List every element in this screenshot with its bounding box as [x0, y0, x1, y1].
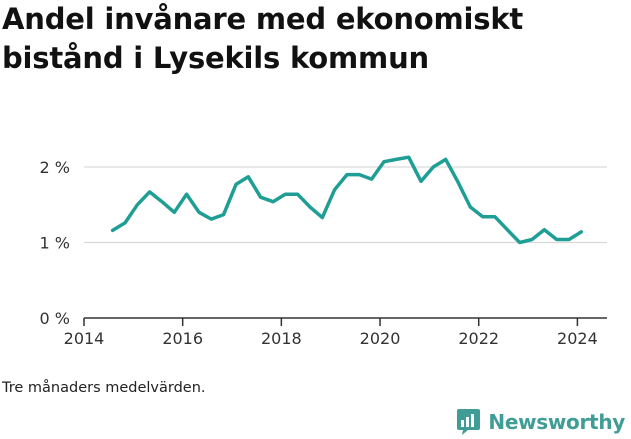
- x-tick-label: 2018: [261, 329, 302, 348]
- bar-chart-logo-icon: [457, 409, 481, 435]
- chart-title: Andel invånare med ekonomiskt bistånd i …: [2, 2, 524, 75]
- brand-logo: Newsworthy: [456, 406, 625, 438]
- y-tick-label: 1 %: [40, 234, 70, 253]
- x-tick-label: 2014: [64, 329, 105, 348]
- y-tick-label: 0 %: [40, 309, 70, 328]
- brand-name: Newsworthy: [488, 410, 625, 434]
- y-tick-label: 2 %: [40, 158, 70, 177]
- axis-layer: 0 % 1 % 2 % 2014 2016 2018 2020 2022 2024: [40, 158, 607, 348]
- chart-caption: Tre månaders medelvärden.: [2, 380, 206, 396]
- line-chart: 0 % 1 % 2 % 2014 2016 2018 2020 2022 2024: [40, 155, 607, 348]
- series-line: [110, 155, 584, 245]
- x-tick-label: 2022: [458, 329, 499, 348]
- series-layer: [110, 155, 584, 245]
- x-tick-label: 2024: [557, 329, 598, 348]
- x-tick-label: 2020: [360, 329, 401, 348]
- x-tick-label: 2016: [162, 329, 203, 348]
